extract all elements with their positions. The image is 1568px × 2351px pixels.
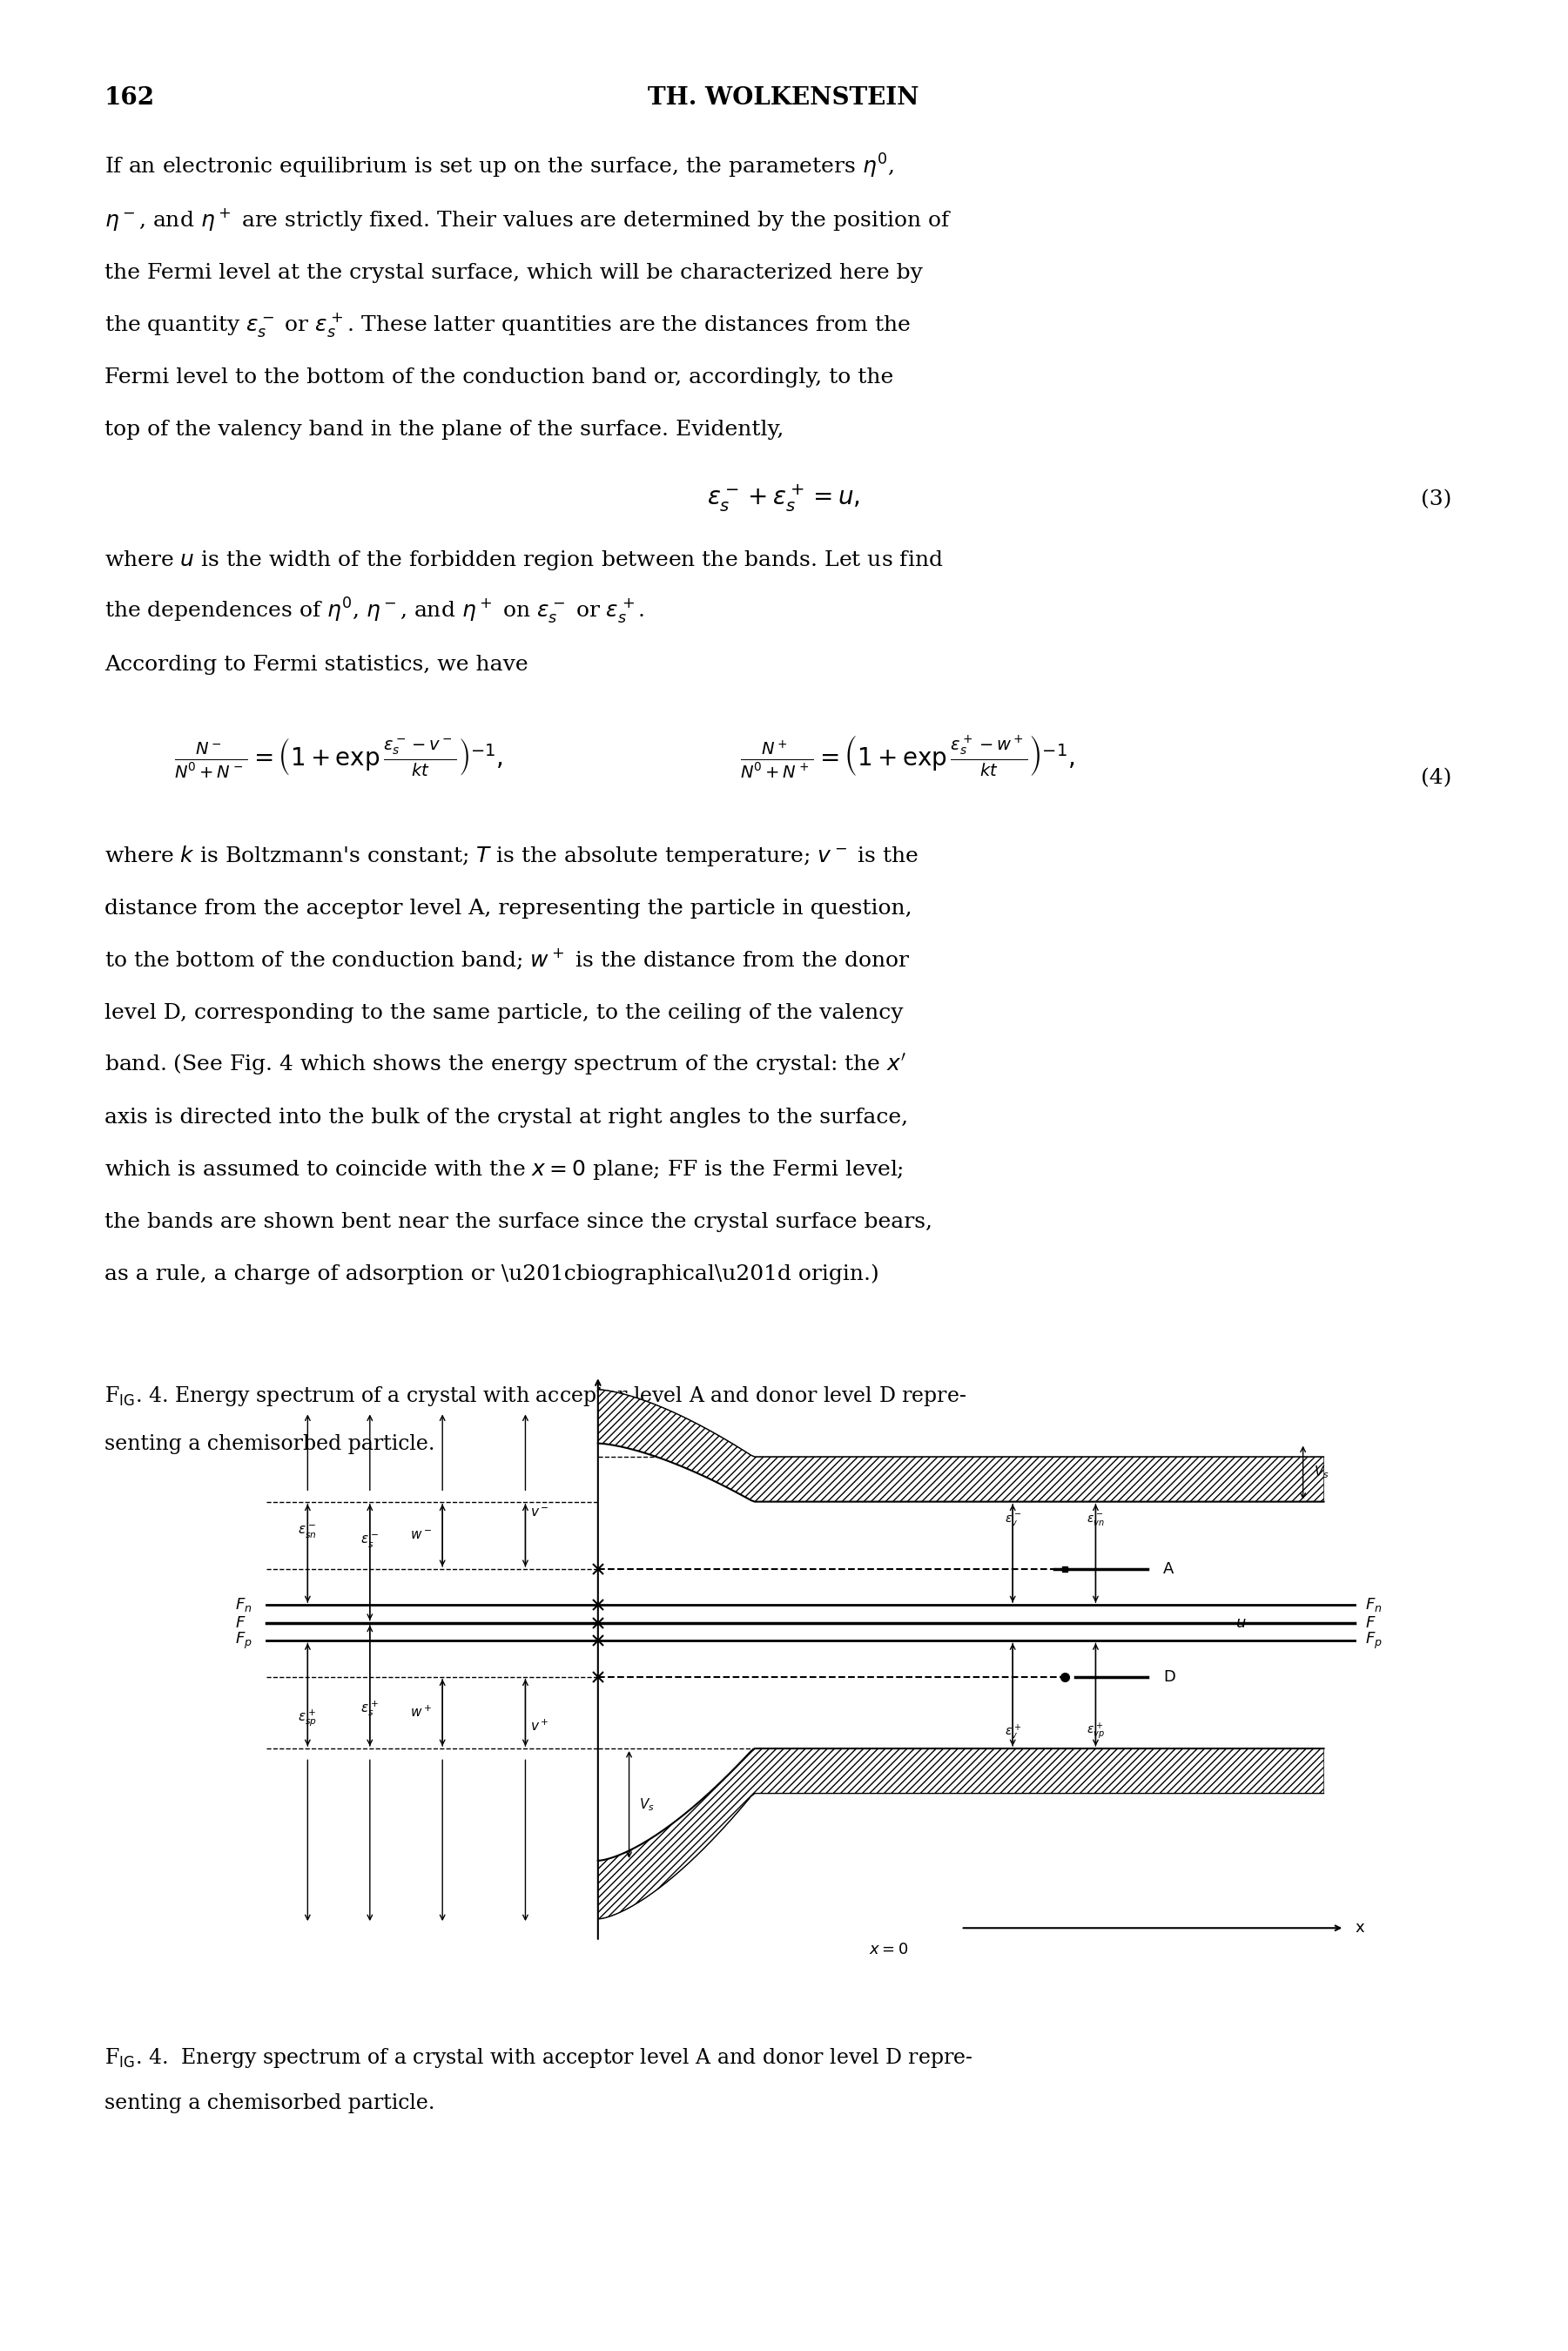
Text: 162: 162: [105, 87, 155, 110]
Text: D: D: [1163, 1669, 1174, 1686]
Text: $F_p$: $F_p$: [235, 1632, 252, 1650]
Text: $V_s$: $V_s$: [640, 1796, 655, 1813]
Text: where $k$ is Boltzmann's constant; $T$ is the absolute temperature; $v^-$ is the: where $k$ is Boltzmann's constant; $T$ i…: [105, 844, 919, 868]
Text: $\epsilon_s^- + \epsilon_s^+ = u,$: $\epsilon_s^- + \epsilon_s^+ = u,$: [707, 482, 861, 515]
Text: $\varepsilon_{sp}^+$: $\varepsilon_{sp}^+$: [298, 1709, 317, 1728]
Text: $\frac{N^-}{N^0+N^-} = \left(1 + \exp\frac{\epsilon_s^- - v^-}{kt}\right)^{-1},$: $\frac{N^-}{N^0+N^-} = \left(1 + \exp\fr…: [174, 736, 503, 781]
Text: $\varepsilon_v^+$: $\varepsilon_v^+$: [1005, 1723, 1021, 1742]
Text: the dependences of $\eta^0$, $\eta^-$, and $\eta^+$ on $\epsilon_s^-$ or $\epsil: the dependences of $\eta^0$, $\eta^-$, a…: [105, 597, 644, 625]
Text: (4): (4): [1421, 769, 1452, 788]
Text: Fermi level to the bottom of the conduction band or, accordingly, to the: Fermi level to the bottom of the conduct…: [105, 367, 894, 388]
Text: the Fermi level at the crystal surface, which will be characterized here by: the Fermi level at the crystal surface, …: [105, 263, 922, 282]
Text: $F_n$: $F_n$: [235, 1596, 252, 1613]
Text: senting a chemisorbed particle.: senting a chemisorbed particle.: [105, 2092, 434, 2114]
Text: According to Fermi statistics, we have: According to Fermi statistics, we have: [105, 656, 528, 675]
Text: $u$: $u$: [1236, 1615, 1247, 1632]
Text: $\varepsilon_{sn}^-$: $\varepsilon_{sn}^-$: [298, 1523, 317, 1540]
Text: F$_{\rm IG}$. 4. Energy spectrum of a crystal with acceptor level A and donor le: F$_{\rm IG}$. 4. Energy spectrum of a cr…: [105, 1385, 966, 1408]
Text: axis is directed into the bulk of the crystal at right angles to the surface,: axis is directed into the bulk of the cr…: [105, 1107, 908, 1128]
Text: $w^+$: $w^+$: [411, 1704, 433, 1721]
Text: as a rule, a charge of adsorption or \u201cbiographical\u201d origin.): as a rule, a charge of adsorption or \u2…: [105, 1265, 880, 1284]
Text: $F$: $F$: [1366, 1615, 1377, 1632]
Text: distance from the acceptor level A, representing the particle in question,: distance from the acceptor level A, repr…: [105, 898, 913, 919]
Text: x: x: [1355, 1921, 1364, 1935]
Text: $F$: $F$: [235, 1615, 246, 1632]
Text: $v^-$: $v^-$: [530, 1507, 549, 1519]
Text: F$_{\rm IG}$. 4.  Energy spectrum of a crystal with acceptor level A and donor l: F$_{\rm IG}$. 4. Energy spectrum of a cr…: [105, 2045, 974, 2069]
Text: level D, corresponding to the same particle, to the ceiling of the valency: level D, corresponding to the same parti…: [105, 1004, 903, 1023]
Text: $F_n$: $F_n$: [1366, 1596, 1383, 1613]
Text: $\varepsilon_v^-$: $\varepsilon_v^-$: [1005, 1514, 1021, 1528]
Text: TH. WOLKENSTEIN: TH. WOLKENSTEIN: [648, 87, 919, 110]
Text: $\varepsilon_s^-$: $\varepsilon_s^-$: [361, 1533, 379, 1549]
Text: top of the valency band in the plane of the surface. Evidently,: top of the valency band in the plane of …: [105, 421, 784, 440]
Text: band. (See Fig. 4 which shows the energy spectrum of the crystal: the $x'$: band. (See Fig. 4 which shows the energy…: [105, 1051, 906, 1077]
Text: (3): (3): [1421, 489, 1452, 510]
Text: $v^+$: $v^+$: [530, 1719, 549, 1733]
Text: $\varepsilon_{vp}^+$: $\varepsilon_{vp}^+$: [1087, 1721, 1105, 1742]
Text: $V_s$: $V_s$: [1314, 1465, 1328, 1481]
Text: which is assumed to coincide with the $x = 0$ plane; FF is the Fermi level;: which is assumed to coincide with the $x…: [105, 1159, 903, 1183]
Text: the quantity $\epsilon_s^-$ or $\epsilon_s^+$. These latter quantities are the d: the quantity $\epsilon_s^-$ or $\epsilon…: [105, 310, 911, 339]
Text: senting a chemisorbed particle.: senting a chemisorbed particle.: [105, 1434, 434, 1455]
Text: A: A: [1163, 1561, 1174, 1578]
Text: $w^-$: $w^-$: [411, 1528, 433, 1542]
Text: $\varepsilon_{vn}^-$: $\varepsilon_{vn}^-$: [1087, 1514, 1105, 1528]
Text: If an electronic equilibrium is set up on the surface, the parameters $\eta^0$,: If an electronic equilibrium is set up o…: [105, 153, 894, 181]
Text: $x = 0$: $x = 0$: [869, 1942, 908, 1956]
Text: $F_p$: $F_p$: [1366, 1632, 1383, 1650]
Text: $\eta^-$, and $\eta^+$ are strictly fixed. Their values are determined by the po: $\eta^-$, and $\eta^+$ are strictly fixe…: [105, 207, 952, 233]
Text: where $u$ is the width of the forbidden region between the bands. Let us find: where $u$ is the width of the forbidden …: [105, 548, 944, 571]
Text: $\frac{N^+}{N^0+N^+} = \left(1 + \exp\frac{\epsilon_s^+ - w^+}{kt}\right)^{-1},$: $\frac{N^+}{N^0+N^+} = \left(1 + \exp\fr…: [740, 734, 1074, 781]
Text: the bands are shown bent near the surface since the crystal surface bears,: the bands are shown bent near the surfac…: [105, 1213, 933, 1232]
Text: $\varepsilon_s^+$: $\varepsilon_s^+$: [361, 1700, 379, 1719]
Text: to the bottom of the conduction band; $w^+$ is the distance from the donor: to the bottom of the conduction band; $w…: [105, 947, 911, 971]
